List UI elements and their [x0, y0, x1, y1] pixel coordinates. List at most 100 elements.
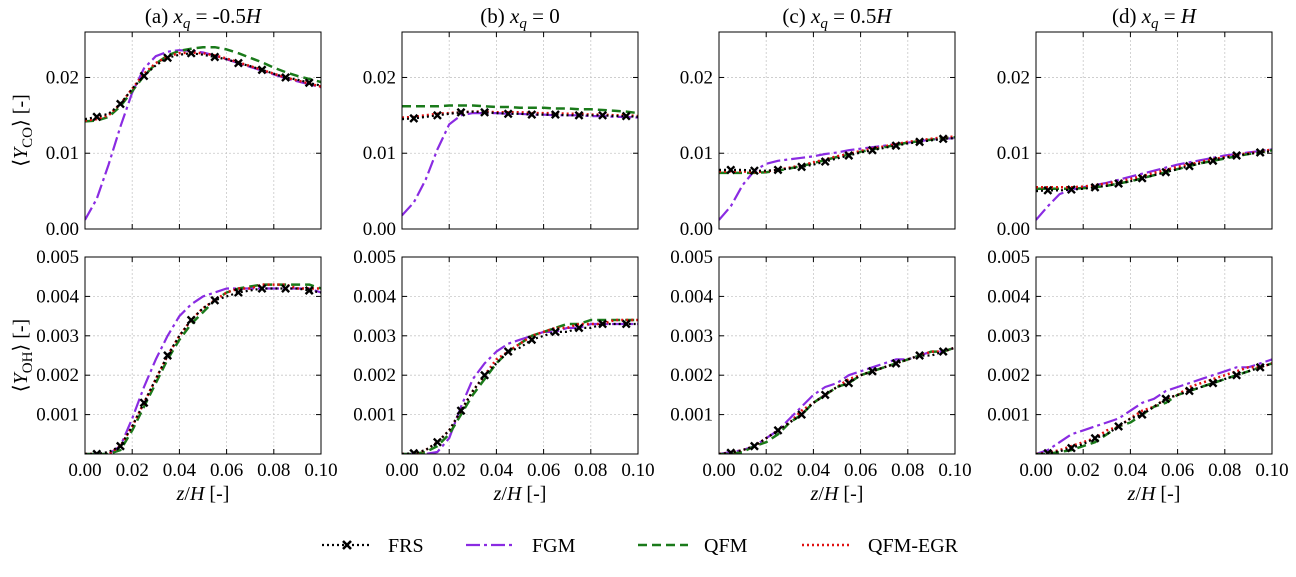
panel-title: (c) xq = 0.5H [782, 4, 893, 32]
y-tick-label: 0.001 [670, 405, 713, 426]
series-line-frs [85, 52, 321, 121]
series-line-frs [1036, 362, 1272, 454]
y-tick-label: 0.00 [363, 219, 396, 240]
frs-marker [92, 112, 102, 122]
series-line-fgm [1036, 148, 1272, 221]
series-line-fgm [719, 346, 955, 454]
frs-marker [1184, 386, 1194, 396]
y-tick-label: 0.005 [670, 247, 713, 268]
frs-marker [749, 166, 759, 176]
frs-marker [1043, 185, 1053, 195]
x-tick-label: 0.06 [1161, 460, 1194, 481]
y-tick-label: 0.00 [997, 219, 1030, 240]
panel-0-1: 0.00 0.01 0.02 (b) xq = 0 [363, 4, 639, 240]
frs-marker [257, 65, 267, 75]
y-tick-label: 0.002 [36, 365, 79, 386]
series-line-qfm-egr [719, 346, 955, 454]
series-line-qfm [402, 104, 638, 115]
panel-frame [1035, 256, 1273, 455]
frs-marker [139, 398, 149, 408]
panel-frame [401, 256, 639, 455]
series-group [1036, 148, 1272, 221]
x-axis-label: z/H [-] [810, 483, 864, 505]
y-axis-label: ⟨YOH⟩ [-] [10, 319, 36, 392]
frs-marker [480, 107, 490, 117]
series-line-qfm [719, 346, 955, 454]
series-line-qfm-egr [402, 318, 638, 454]
series-group [719, 134, 955, 221]
frs-marker [409, 448, 419, 454]
y-tick-label: 0.01 [680, 143, 713, 164]
x-tick-label: 0.10 [621, 460, 654, 481]
series-line-qfm [402, 318, 638, 454]
series-line-qfm-egr [85, 51, 321, 122]
y-tick-label: 0.01 [997, 143, 1030, 164]
y-tick-label: 0.001 [987, 405, 1030, 426]
series-line-frs [719, 346, 955, 454]
legend-label-qfm-egr: QFM-EGR [868, 535, 959, 557]
x-tick-label: 0.00 [68, 460, 101, 481]
frs-marker [1161, 394, 1171, 404]
y-tick-label: 0.004 [670, 286, 713, 307]
x-tick-label: 0.08 [257, 460, 290, 481]
panel-title: (d) xq = H [1112, 4, 1198, 32]
y-tick-label: 0.002 [353, 365, 396, 386]
frs-marker [820, 390, 830, 400]
frs-marker [1232, 151, 1242, 160]
y-tick-label: 0.002 [670, 365, 713, 386]
series-line-fgm [719, 137, 955, 221]
frs-marker [432, 110, 442, 120]
panel-1-1: 0.00 0.02 0.04 0.06 0.08 0.10 0.001 0.002 0.003 0… [353, 247, 654, 505]
frs-marker [233, 58, 243, 68]
frs-marker [1137, 173, 1147, 183]
y-tick-label: 0.02 [680, 67, 713, 88]
series-line-frs [402, 322, 638, 454]
panel-frame [718, 31, 956, 230]
x-tick-label: 0.08 [891, 460, 924, 481]
frs-marker [456, 406, 466, 416]
series-line-qfm [85, 45, 321, 123]
frs-marker [1066, 443, 1076, 453]
series-group [1036, 358, 1272, 454]
y-tick-label: 0.02 [363, 67, 396, 88]
x-tick-label: 0.08 [574, 460, 607, 481]
frs-marker [598, 110, 608, 120]
y-tick-label: 0.001 [353, 405, 396, 426]
x-axis-label: z/H [-] [1127, 483, 1181, 505]
frs-marker [844, 378, 854, 388]
frs-marker [891, 141, 901, 151]
frs-marker [938, 134, 948, 144]
frs-marker [773, 165, 783, 175]
frs-marker [139, 71, 149, 81]
frs-marker [820, 157, 830, 167]
y-tick-label: 0.003 [670, 326, 713, 347]
frs-marker [797, 410, 807, 420]
panel-0-3: 0.00 0.01 0.02 (d) xq = H [997, 4, 1273, 240]
frs-marker [797, 162, 807, 172]
frs-marker [210, 295, 220, 305]
x-tick-label: 0.10 [304, 460, 337, 481]
y-tick-label: 0.003 [987, 326, 1030, 347]
x-axis-label: z/H [-] [176, 483, 230, 505]
x-tick-label: 0.02 [1067, 460, 1100, 481]
series-line-frs [85, 287, 321, 454]
y-tick-label: 0.002 [987, 365, 1030, 386]
series-line-qfm [1036, 362, 1272, 454]
x-tick-label: 0.06 [527, 460, 560, 481]
panel-1-2: 0.00 0.02 0.04 0.06 0.08 0.10 0.001 0.002 0.003 0… [670, 247, 971, 505]
frs-marker [163, 351, 173, 360]
x-tick-label: 0.00 [385, 460, 418, 481]
series-group [85, 45, 321, 221]
frs-marker [281, 284, 291, 293]
x-tick-label: 0.02 [750, 460, 783, 481]
x-tick-label: 0.00 [702, 460, 735, 481]
y-tick-label: 0.004 [353, 286, 396, 307]
y-tick-label: 0.00 [46, 219, 79, 240]
frs-marker [938, 347, 948, 357]
x-tick-label: 0.02 [116, 460, 149, 481]
y-tick-label: 0.02 [46, 67, 79, 88]
x-tick-label: 0.04 [480, 460, 514, 481]
frs-marker [210, 52, 220, 62]
frs-marker [1090, 182, 1100, 192]
